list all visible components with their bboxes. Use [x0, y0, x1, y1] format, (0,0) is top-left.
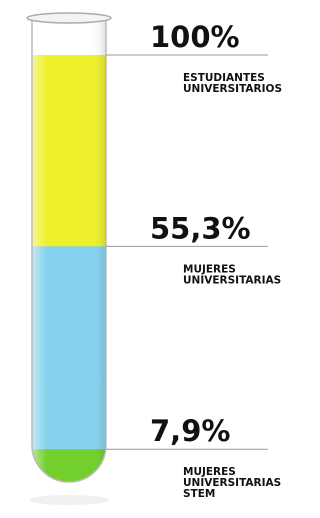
value-label: 7,9%: [150, 414, 230, 448]
category-label: STEM: [183, 488, 215, 500]
tube-glass: [32, 20, 106, 482]
value-label: 100%: [150, 20, 240, 54]
category-label: UNIVERSITARIOS: [183, 83, 282, 95]
tube-shadow: [29, 495, 109, 505]
infographic: 100%ESTUDIANTESUNIVERSITARIOS55,3%MUJERE…: [0, 0, 314, 518]
category-label: UNIVERSITARIAS: [183, 274, 281, 286]
value-label: 55,3%: [150, 211, 251, 245]
tube-rim: [27, 13, 111, 23]
